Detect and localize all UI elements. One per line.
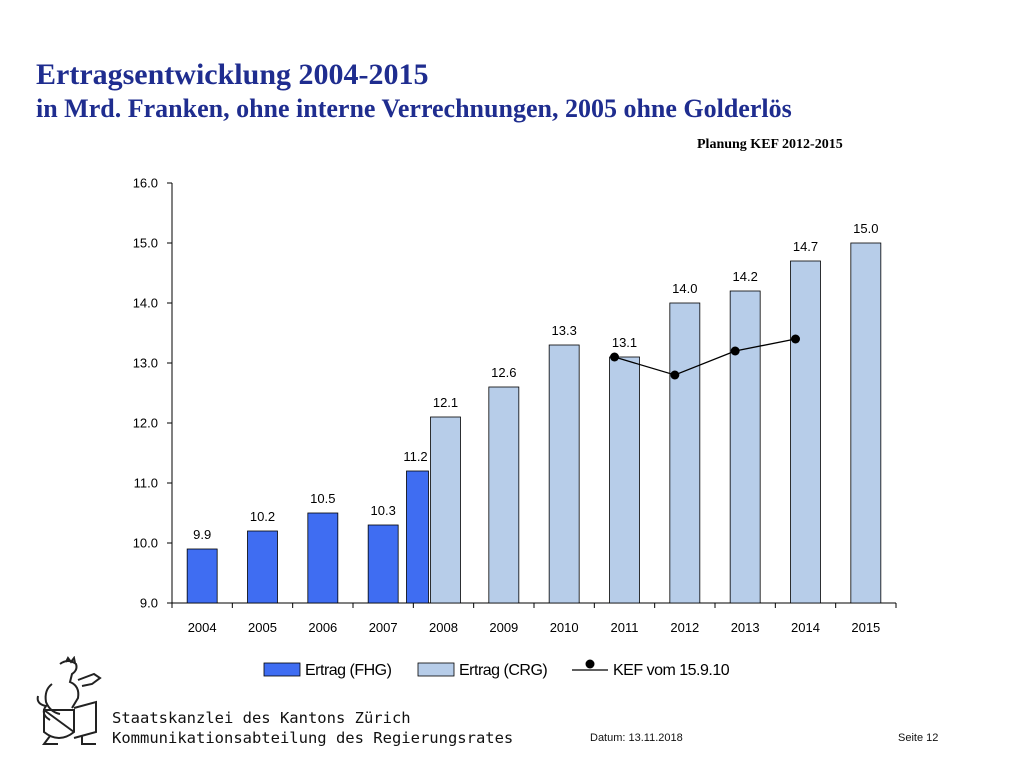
x-tick-label: 2006	[308, 620, 337, 635]
slide-title: Ertragsentwicklung 2004-2015	[36, 58, 429, 91]
data-label: 12.6	[491, 365, 516, 380]
y-tick-label: 12.0	[133, 416, 158, 431]
planung-label: Planung KEF 2012-2015	[697, 137, 843, 152]
legend-marker-kef	[585, 659, 595, 669]
y-tick-label: 16.0	[133, 176, 158, 191]
data-label: 14.2	[733, 269, 758, 284]
bar-crg	[430, 416, 461, 604]
kef-point	[670, 370, 680, 380]
data-label: 9.9	[193, 527, 211, 542]
kef-point	[730, 346, 740, 356]
y-tick-label: 10.0	[133, 536, 158, 551]
x-tick-label: 2014	[791, 620, 820, 635]
footer-org-line-1: Staatskanzlei des Kantons Zürich	[112, 709, 411, 727]
data-label: 15.0	[853, 221, 878, 236]
x-tick-label: 2009	[489, 620, 518, 635]
footer-organization: Staatskanzlei des Kantons Zürich Kommuni…	[112, 708, 513, 748]
x-tick-label: 2008	[429, 620, 458, 635]
data-label: 14.7	[793, 239, 818, 254]
x-tick-label: 2011	[611, 620, 639, 635]
bar-fhg	[406, 470, 429, 604]
bar-fhg	[186, 548, 218, 604]
data-label: 11.2	[403, 449, 427, 464]
legend-swatch-fhg	[263, 662, 301, 677]
kef-point	[610, 352, 619, 362]
x-tick-label: 2005	[248, 620, 277, 635]
data-label: 10.3	[371, 503, 396, 518]
x-tick-label: 2012	[670, 620, 699, 635]
bar-crg	[850, 242, 882, 604]
bar-crg	[548, 344, 580, 604]
x-tick-label: 2007	[369, 620, 398, 635]
legend-label-fhg: Ertrag (FHG)	[305, 662, 392, 679]
bar-crg	[488, 386, 520, 604]
bar-fhg	[307, 512, 339, 604]
bar-fhg	[367, 524, 399, 604]
data-label: 13.1	[612, 335, 637, 350]
legend-label-kef: KEF vom 15.9.10	[613, 662, 730, 679]
y-tick-label: 11.0	[134, 476, 158, 491]
data-label: 13.3	[552, 323, 577, 338]
x-tick-label: 2010	[550, 620, 579, 635]
data-label: 10.5	[310, 491, 335, 506]
kef-line	[614, 338, 796, 376]
kef-point	[791, 334, 800, 344]
y-tick-label: 14.0	[133, 296, 158, 311]
bar-crg	[790, 260, 821, 604]
legend-swatch-crg	[417, 662, 455, 677]
zurich-lion-coat-of-arms-icon	[36, 656, 102, 745]
x-tick-label: 2015	[851, 620, 880, 635]
footer-date: Datum: 13.11.2018	[590, 732, 683, 744]
y-tick-label: 9.0	[140, 596, 158, 611]
y-tick-label: 13.0	[133, 356, 158, 371]
data-label: 12.1	[433, 395, 458, 410]
x-tick-label: 2004	[188, 620, 217, 635]
data-label: 10.2	[250, 509, 275, 524]
footer-org-line-2: Kommunikationsabteilung des Regierungsra…	[112, 729, 514, 747]
y-tick-label: 15.0	[133, 236, 158, 251]
bar-crg	[729, 290, 761, 604]
slide-subtitle: in Mrd. Franken, ohne interne Verrechnun…	[36, 94, 792, 123]
bar-crg	[609, 356, 640, 604]
bar-fhg	[247, 530, 278, 604]
footer-page-number: Seite 12	[898, 732, 939, 744]
data-label: 14.0	[672, 281, 697, 296]
bar-crg	[669, 302, 701, 604]
legend-label-crg: Ertrag (CRG)	[459, 662, 547, 679]
x-tick-label: 2013	[731, 620, 760, 635]
